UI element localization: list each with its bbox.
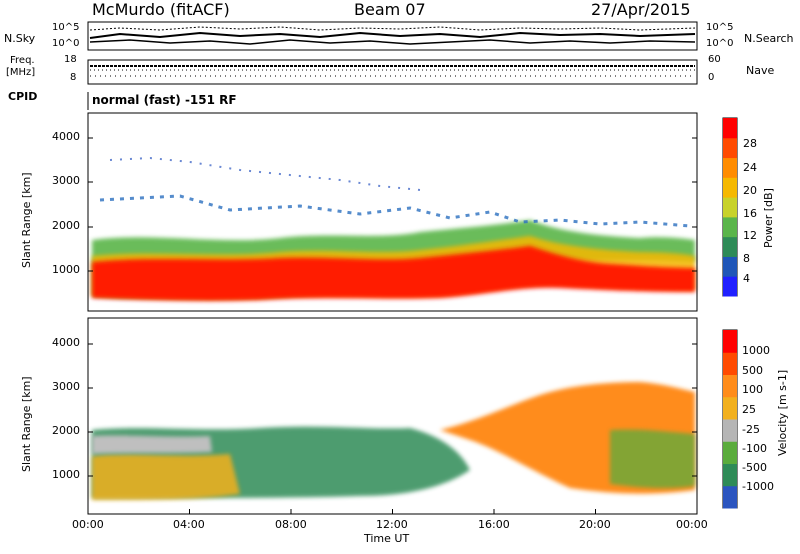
xtick-label: 20:00 (579, 518, 611, 531)
power-panel-frame (87, 112, 698, 312)
power-blob-red (92, 246, 695, 301)
velocity-cbar-tick: 25 (742, 403, 756, 416)
xtick-marks (87, 509, 698, 514)
power-colorbar-swatch (723, 256, 737, 277)
freq-label-1: Freq. (10, 55, 35, 66)
freq-label-2: [MHz] (6, 67, 36, 78)
velocity-colorbar-swatch (723, 396, 737, 420)
cpid-value: normal (fast) -151 RF (92, 93, 237, 107)
ytick-marks (88, 137, 697, 477)
nsky-tick-low: 10^0 (52, 38, 80, 49)
noise-panel-frame (87, 21, 698, 51)
station-title: McMurdo (fitACF) (92, 0, 230, 19)
velocity-heatmap (88, 318, 697, 514)
velocity-cbar-tick: -500 (742, 461, 767, 474)
cpid-label: CPID (8, 90, 38, 103)
power-colorbar-swatch (723, 177, 737, 198)
power-colorbar-swatch (723, 157, 737, 178)
nave-tick-low: 0 (708, 72, 715, 83)
power-scatter-high (109, 156, 421, 191)
velocity-ytick: 4000 (52, 336, 80, 349)
velocity-cbar-tick: -25 (742, 423, 760, 436)
beam-label: Beam 07 (354, 0, 426, 19)
power-cbar-label: Power [dB] (762, 188, 775, 248)
velocity-colorbar-swatch (723, 419, 737, 442)
power-colorbar-swatch (723, 137, 737, 159)
nave-label: Nave (746, 64, 775, 77)
nsearch-tick-high: 10^5 (706, 22, 734, 33)
power-cbar-tick: 8 (743, 252, 750, 265)
power-cbar-tick: 28 (743, 137, 757, 150)
velocity-ylabel: Slant Range [km] (20, 376, 33, 472)
velocity-colorbar-swatch (723, 485, 737, 509)
freq-tick-low: 8 (70, 72, 77, 83)
power-colorbar-swatch (723, 197, 737, 218)
nsky-tick-high: 10^5 (52, 22, 80, 33)
nsearch-tick-low: 10^0 (706, 38, 734, 49)
noise-sky-trace (89, 26, 696, 45)
power-colorbar-swatch (723, 216, 737, 238)
velocity-colorbar-swatch (723, 441, 737, 464)
xtick-label: 12:00 (376, 518, 408, 531)
velocity-cbar-label: Velocity [m s-1] (776, 369, 789, 456)
xaxis-label: Time UT (364, 532, 410, 545)
power-ytick: 4000 (52, 130, 80, 143)
power-ytick: 3000 (52, 174, 80, 187)
power-cbar-tick: 12 (743, 229, 757, 242)
xtick-label: 08:00 (275, 518, 307, 531)
power-heatmap (88, 113, 697, 311)
power-ylabel: Slant Range [km] (20, 172, 33, 268)
power-colorbar (723, 118, 737, 297)
velocity-cbar-tick: -1000 (742, 480, 774, 493)
xtick-label: 00:00 (72, 518, 104, 531)
velocity-ytick: 1000 (52, 468, 80, 481)
velocity-blob-green-right (610, 429, 695, 489)
power-cbar-tick: 4 (743, 272, 750, 285)
velocity-blob-orange-left (92, 454, 240, 500)
power-colorbar-swatch (723, 276, 737, 297)
velocity-colorbar-swatch (723, 330, 737, 353)
velocity-colorbar-swatch (723, 463, 737, 487)
velocity-colorbar (723, 330, 737, 509)
xtick-label: 16:00 (478, 518, 510, 531)
velocity-ytick: 3000 (52, 380, 80, 393)
velocity-cbar-tick: -100 (742, 442, 767, 455)
power-ytick: 1000 (52, 263, 80, 276)
power-ytick: 2000 (52, 219, 80, 232)
velocity-blob-grey (92, 435, 212, 454)
velocity-colorbar-swatch (723, 374, 737, 398)
velocity-colorbar-swatch (723, 352, 737, 375)
date-label: 27/Apr/2015 (591, 0, 691, 19)
xtick-label: 04:00 (173, 518, 205, 531)
freq-tick-high: 18 (64, 54, 77, 65)
power-colorbar-swatch (723, 118, 737, 139)
velocity-cbar-tick: 500 (742, 364, 763, 377)
nave-tick-high: 60 (708, 54, 721, 65)
power-cbar-tick: 24 (743, 161, 757, 174)
velocity-cbar-tick: 100 (742, 383, 763, 396)
nsearch-label: N.Search (744, 32, 794, 45)
power-colorbar-swatch (723, 236, 737, 257)
power-cbar-tick: 16 (743, 207, 757, 220)
power-cbar-tick: 20 (743, 184, 757, 197)
freq-nave-traces (90, 65, 695, 77)
velocity-cbar-tick: 1000 (742, 344, 770, 357)
power-scatter-upper (99, 194, 691, 228)
freq-panel-frame (87, 59, 698, 85)
xtick-label: 00:00 (676, 518, 708, 531)
nsky-label: N.Sky (4, 32, 36, 45)
velocity-ytick: 2000 (52, 424, 80, 437)
